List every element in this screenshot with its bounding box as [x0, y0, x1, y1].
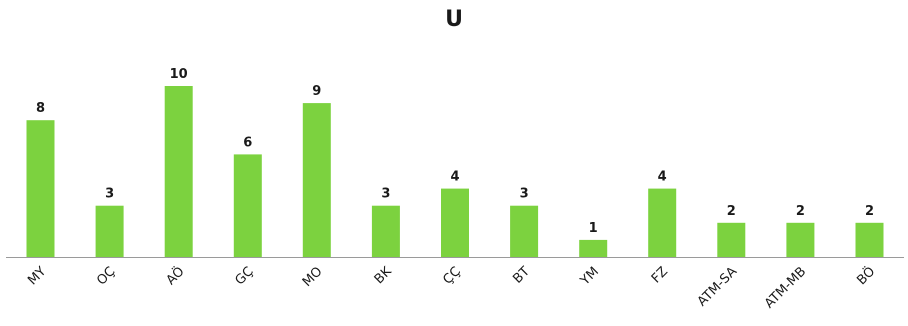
x-tick-label-oç: OÇ	[94, 264, 118, 288]
x-tick-label-ym: YM	[577, 264, 602, 289]
bar-fz	[648, 188, 677, 257]
x-tick-label-fz: FZ	[649, 264, 671, 286]
bar-atm-mb	[786, 222, 815, 257]
bar-aö	[164, 86, 193, 257]
bar-bk	[371, 205, 400, 257]
bars-group	[26, 86, 884, 257]
value-label-atm-mb: 2	[796, 204, 805, 219]
x-tick-label-aö: AÖ	[162, 263, 187, 288]
bar-oç	[95, 205, 124, 257]
x-tick-label-atm-sa: ATM-SA	[695, 264, 740, 309]
value-label-my: 8	[36, 101, 45, 116]
value-label-mo: 9	[312, 84, 321, 99]
bar-bt	[510, 205, 539, 257]
value-label-bt: 3	[520, 187, 529, 202]
value-label-gç: 6	[243, 135, 252, 150]
bar-atm-sa	[717, 222, 746, 257]
value-label-bö: 2	[865, 204, 874, 219]
value-label-oç: 3	[105, 187, 114, 202]
bar-my	[26, 120, 55, 257]
bar-bö	[855, 222, 884, 257]
x-tick-label-gç: GÇ	[232, 264, 256, 288]
x-tick-label-atm-mb: ATM-MB	[762, 264, 809, 311]
value-label-fz: 4	[658, 170, 667, 185]
x-tick-label-bt: BT	[510, 264, 533, 287]
bar-çç	[441, 188, 469, 257]
value-labels-group: 8 3 10 6 9 3 4 3 1 4 2 2 2	[36, 67, 874, 236]
chart-title: U	[445, 7, 463, 32]
bar-gç	[233, 154, 262, 257]
x-tick-labels-group: MY OÇ AÖ GÇ MO BK ÇÇ BT YM FZ ATM-SA ATM-MB BÖ	[25, 263, 878, 312]
x-tick-label-bk: BK	[372, 264, 395, 287]
value-label-aö: 10	[170, 67, 188, 82]
value-label-atm-sa: 2	[727, 204, 736, 219]
value-label-ym: 1	[589, 221, 598, 236]
x-tick-label-bö: BÖ	[853, 263, 878, 288]
x-tick-label-my: MY	[25, 264, 49, 288]
x-tick-label-çç: ÇÇ	[440, 264, 463, 287]
bar-ym	[579, 239, 608, 257]
value-label-çç: 4	[450, 170, 459, 185]
bar-mo	[302, 103, 331, 257]
x-tick-label-mo: MO	[300, 264, 326, 290]
value-label-bk: 3	[381, 187, 390, 202]
